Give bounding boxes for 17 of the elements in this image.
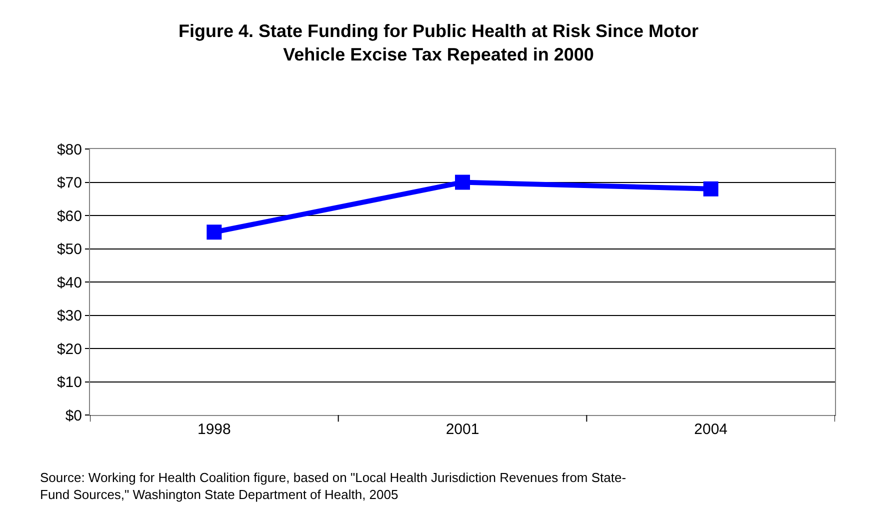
y-tick-label: $30: [56, 308, 82, 324]
source-note: Source: Working for Health Coalition figure, based on "Local Health Jurisdiction Revenues from State-Fund Sources," Washington State Department of Health, 2005: [40, 470, 626, 502]
point: [206, 224, 222, 240]
y-tick-label: $10: [56, 374, 82, 391]
y-tick-label: $80: [56, 141, 82, 158]
x-tick-label: 2001: [446, 421, 480, 438]
y-tick-label: $40: [56, 274, 82, 292]
chart-title: Figure 4. State Funding for Public Health at Risk Since Motor Vehicle Excise Tax Repeated in 2000: [178, 21, 699, 65]
x-tick-label: 2004: [694, 421, 728, 438]
point: [455, 174, 470, 190]
y-tick-label: $70: [56, 174, 82, 192]
x-tick-label: 1998: [197, 421, 231, 438]
point: [703, 181, 718, 196]
y-tick-label: $50: [56, 241, 82, 258]
y-tick-label: $20: [56, 340, 82, 358]
y-tick-label: $60: [56, 208, 82, 225]
y-tick-label: $0: [65, 407, 82, 424]
